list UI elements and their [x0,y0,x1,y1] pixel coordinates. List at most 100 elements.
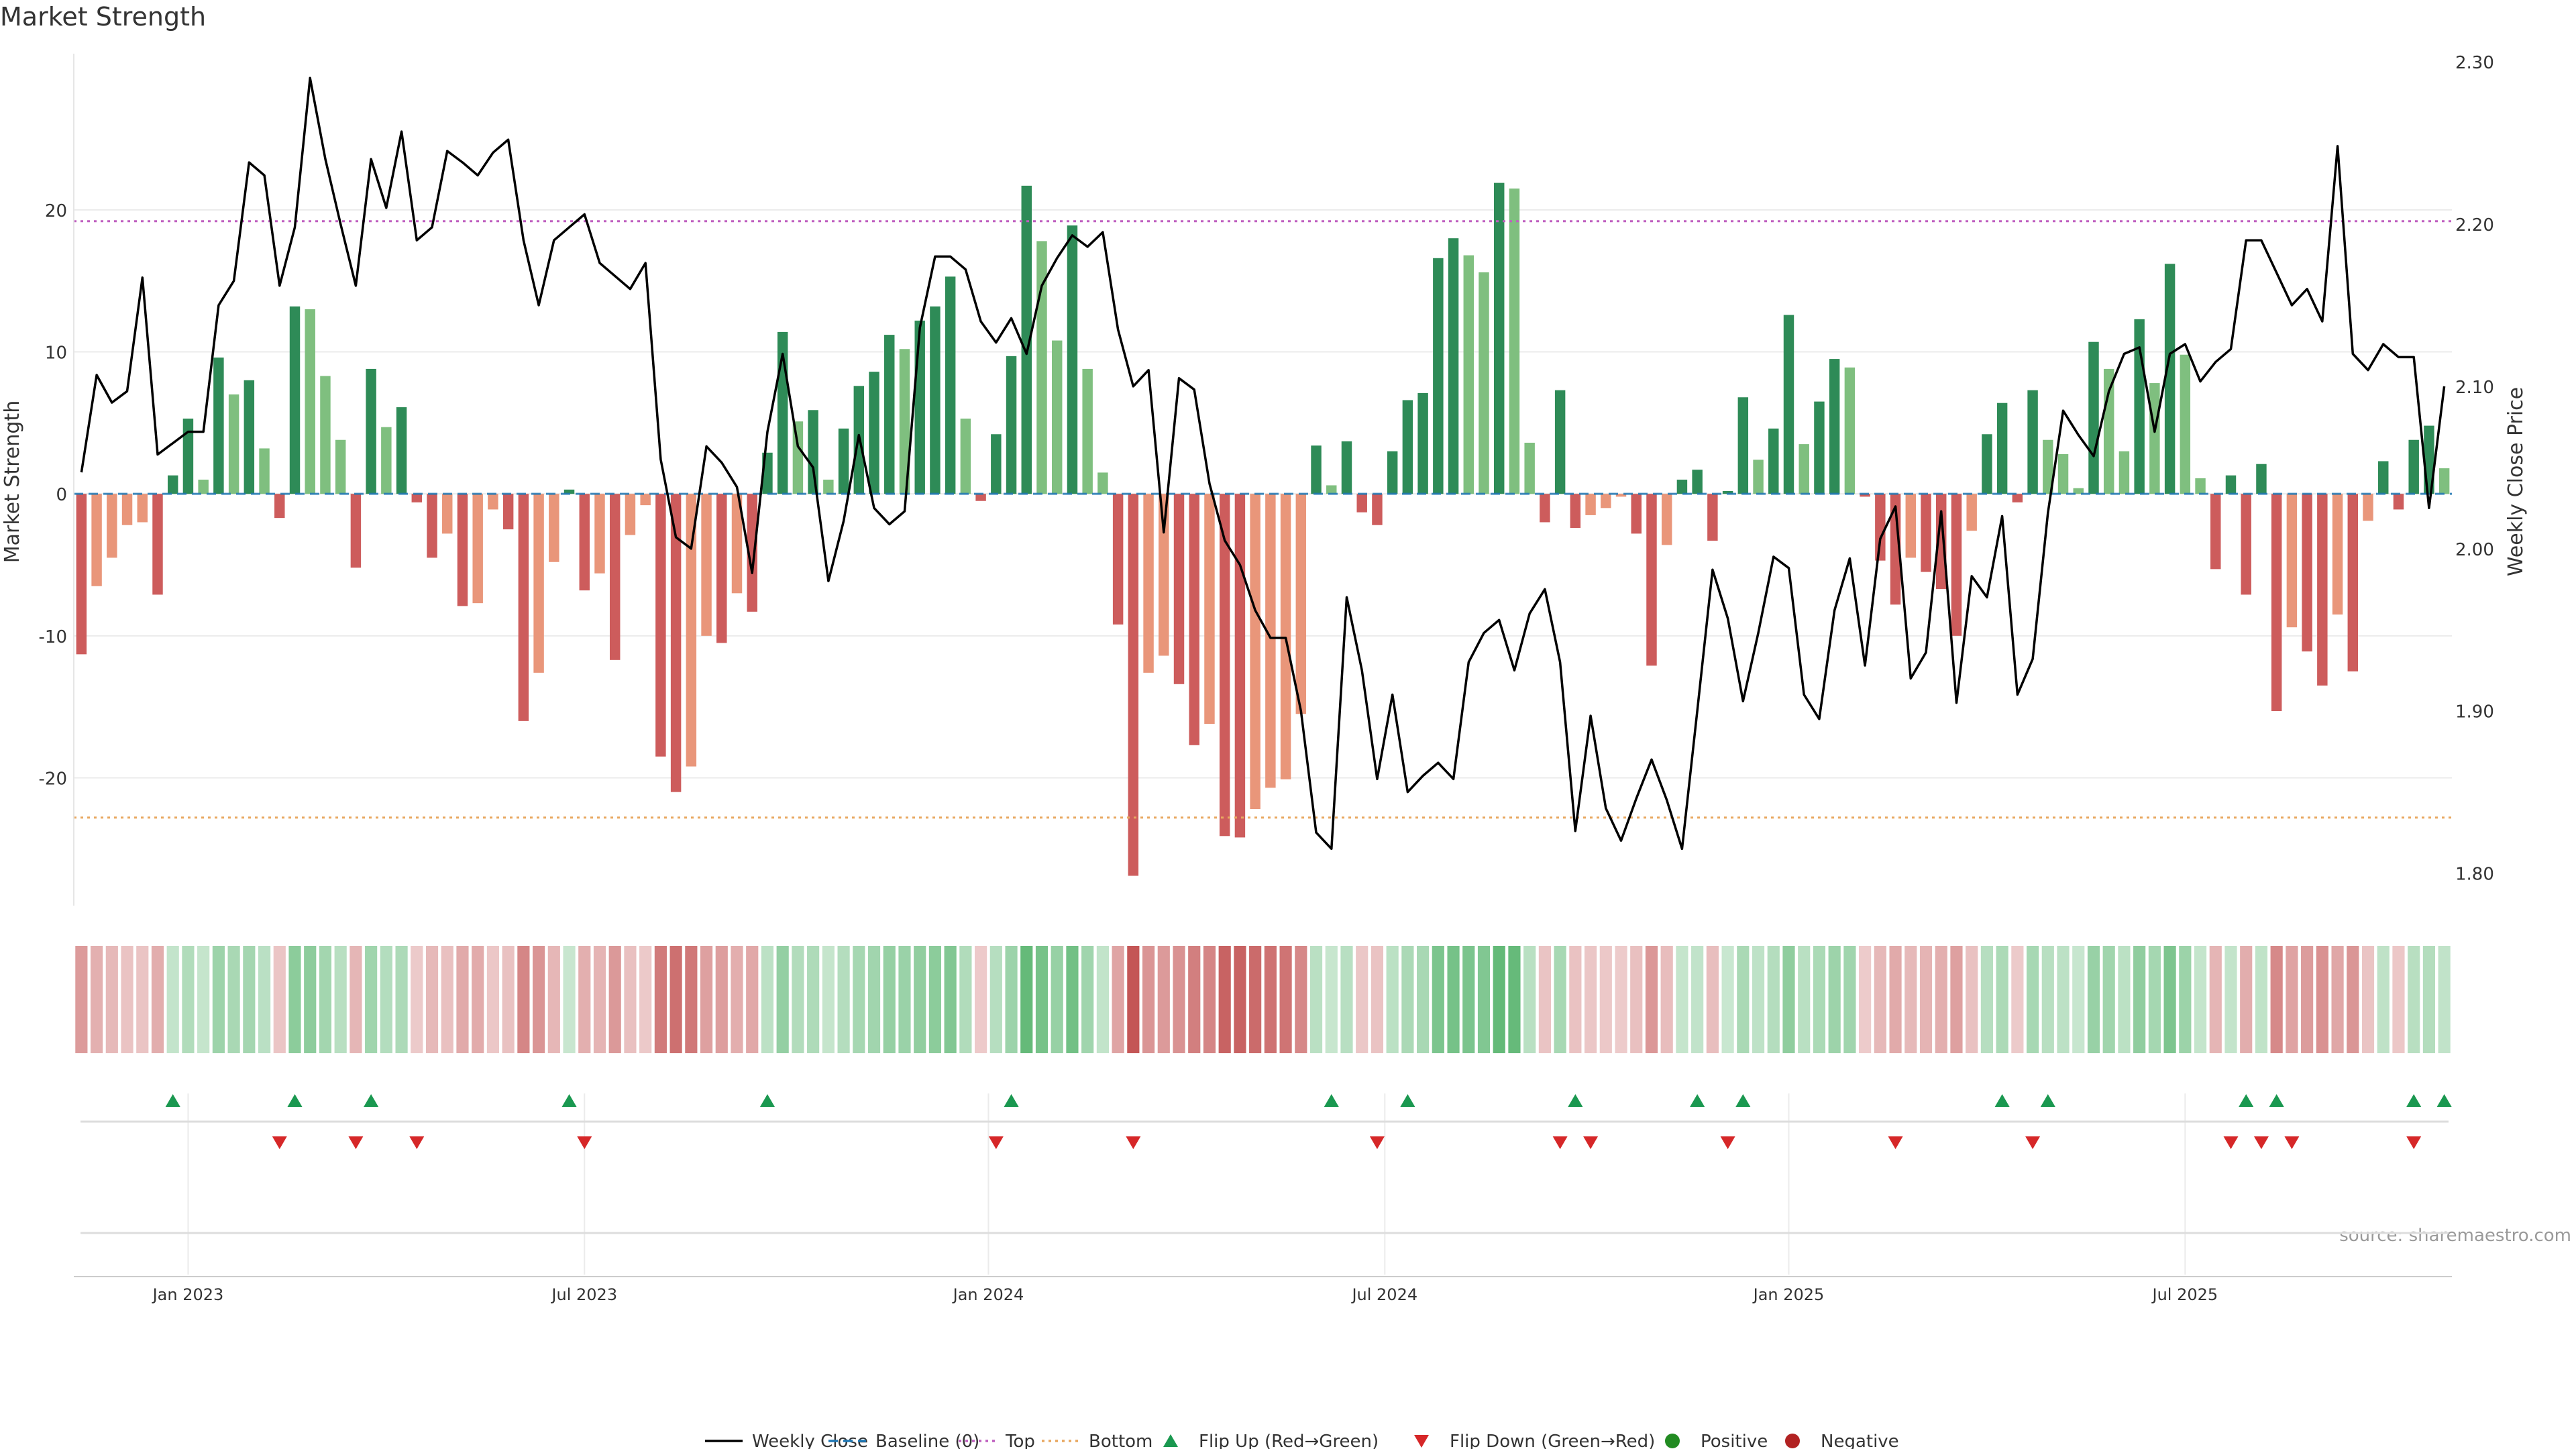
heat-cell [1919,946,1933,1053]
strength-bar [1356,494,1367,513]
strength-bar [502,494,514,530]
y-tick-label: 20 [45,201,67,221]
heat-cell [944,946,957,1053]
heat-cell [1386,946,1399,1053]
strength-bar [2057,453,2069,494]
strength-bar [442,494,453,534]
heat-cell [807,946,820,1053]
heat-cell [441,946,453,1053]
strength-bar [2149,383,2160,494]
heat-cell [1249,946,1262,1053]
legend-swatch [1163,1434,1178,1447]
strength-bar [1433,258,1444,494]
heat-cell [1630,946,1643,1053]
heat-cell [1234,946,1246,1053]
strength-bar [1463,255,1474,494]
heat-cell [1035,946,1049,1053]
heat-cell [761,946,774,1053]
heat-cell [136,946,149,1053]
strength-bar [1234,494,1246,838]
flip-up-marker [364,1094,379,1107]
legend-item: Top [959,1432,1035,1449]
strength-bar [1753,460,1764,494]
strength-bar [1448,238,1459,494]
heat-cell [914,946,926,1053]
strength-bar [1204,494,1215,724]
heat-cell [2392,946,2405,1053]
strength-bar [1479,272,1489,494]
strength-bar [823,480,834,494]
heat-cell [1584,946,1597,1053]
flip-up-marker [2269,1094,2284,1107]
heat-cell [365,946,378,1053]
heat-cell [2163,946,2176,1053]
strength-bar [1631,494,1642,534]
strength-bar [1844,367,1856,494]
strength-bar [1189,494,1199,745]
strength-bar [2438,468,2450,494]
strength-bar [1067,225,1078,494]
flip-up-marker [287,1094,303,1107]
strength-bar [1936,494,1947,589]
strength-bar [2088,341,2099,494]
strength-bar [121,494,133,525]
heat-cell [1599,946,1612,1053]
heat-cell [1005,946,1018,1053]
heat-cell [395,946,408,1053]
strength-bar [1615,494,1627,497]
flip-down-marker [1369,1136,1385,1149]
legend-item: Flip Up (Red→Green) [1163,1432,1379,1449]
flip-down-marker [1583,1136,1599,1149]
heat-cell [182,946,195,1053]
flip-up-marker [1994,1094,2010,1107]
heat-cell [883,946,896,1053]
heat-cell [212,946,225,1053]
legend-label: Negative [1821,1432,1899,1449]
heat-cell [1432,946,1444,1053]
strength-bar [1570,494,1581,528]
strength-bar [1265,494,1276,788]
heat-cell [715,946,728,1053]
strength-bar [167,475,178,494]
x-tick-label: Jan 2024 [952,1285,1024,1304]
heat-cell [1966,946,1978,1053]
heat-cell [1477,946,1491,1053]
strength-bar [975,494,986,501]
strength-bar [1494,182,1505,494]
heat-cell [121,946,133,1053]
legend-label: Bottom [1089,1432,1152,1449]
heat-cell [1843,946,1856,1053]
heat-cell [2240,946,2253,1053]
axes-layer: -20 -10 0 10 20 1.80 1.90 2.00 2.10 2.20 2.30 Jan 2… [39,53,2494,1304]
flip-down-marker [1552,1136,1568,1149]
strength-bar [2317,494,2328,686]
strength-bar [1082,368,1093,494]
strength-bar [2378,461,2389,494]
heat-cell [1798,946,1811,1053]
heat-cell [486,946,500,1053]
strength-bar [457,494,468,606]
strength-bar [2043,439,2053,494]
strength-bar [792,421,804,494]
strength-bar [1676,480,1688,494]
heat-cell [425,946,439,1053]
strength-bar [259,448,270,494]
heat-cell [197,946,210,1053]
heat-cell [593,946,606,1053]
x-tick-label: Jul 2024 [1350,1285,1417,1304]
strength-bar [274,494,285,519]
strength-bar [1707,494,1718,541]
heat-cell [2408,946,2420,1053]
heat-cell [1157,946,1170,1053]
heat-cell [989,946,1002,1053]
strength-bar [2393,494,2404,510]
heat-cell [578,946,591,1053]
heat-cell [1767,946,1780,1053]
heat-cell [1691,946,1704,1053]
strength-bar [1021,185,1032,494]
heat-cell [2087,946,2100,1053]
strength-bar [289,306,301,494]
heat-cell [1173,946,1185,1053]
y-tick-label: 0 [56,485,67,505]
y2-tick-label: 2.10 [2455,378,2494,398]
